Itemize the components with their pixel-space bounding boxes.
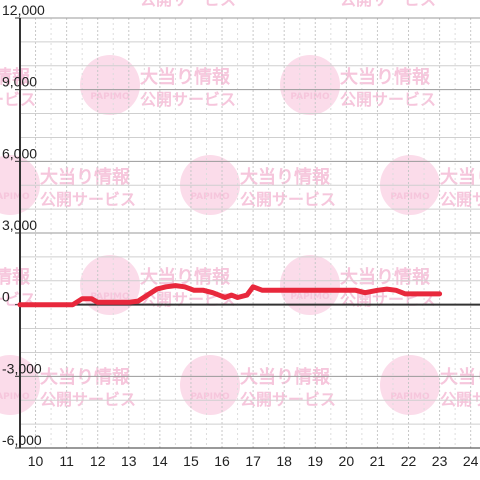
watermark-logo: PAPIMO (280, 55, 340, 115)
x-tick-label: 24 (463, 453, 479, 469)
watermark-logo: PAPIMO (180, 355, 240, 415)
watermark-text: 公開サービス (440, 390, 480, 409)
watermark-text: 大当り情報 (340, 266, 431, 288)
svg-text:PAPIMO: PAPIMO (290, 92, 330, 102)
watermark-text: 公開サービス (40, 190, 136, 209)
watermark-text: 公開サービス (240, 190, 336, 209)
x-tick-label: 15 (183, 453, 199, 469)
svg-text:PAPIMO: PAPIMO (190, 392, 230, 402)
x-tick-label: 17 (245, 453, 261, 469)
y-tick-label: -3,000 (2, 360, 42, 376)
watermark-text: 大当り情報 (0, 266, 31, 288)
svg-text:PAPIMO: PAPIMO (90, 292, 130, 302)
series-line (17, 283, 443, 308)
watermark-text: 公開サービス (140, 90, 236, 109)
x-tick-label: 16 (214, 453, 230, 469)
watermark-text: 公開サービス (140, 0, 236, 9)
watermark-text: 大当り情報 (0, 66, 31, 88)
x-tick-label: 14 (152, 453, 168, 469)
x-tick-label: 19 (307, 453, 323, 469)
watermark-text: 大当り情報 (440, 366, 480, 388)
watermark-text: 大当り情報 (140, 266, 231, 288)
x-tick-label: 20 (339, 453, 355, 469)
watermark-logo: PAPIMO (80, 55, 140, 115)
svg-text:PAPIMO: PAPIMO (390, 192, 430, 202)
watermark-logo: PAPIMO (380, 355, 440, 415)
watermark-text: 公開サービス (440, 190, 480, 209)
y-tick-label: 12,000 (2, 2, 45, 18)
watermark-text: 大当り情報 (440, 166, 480, 188)
y-tick-label: 0 (2, 289, 10, 305)
x-tick-label: 22 (401, 453, 417, 469)
x-tick-label: 13 (121, 453, 137, 469)
svg-text:PAPIMO: PAPIMO (0, 392, 30, 402)
watermark-text: 公開サービス (340, 0, 436, 9)
svg-text:PAPIMO: PAPIMO (390, 392, 430, 402)
x-tick-label: 18 (276, 453, 292, 469)
y-tick-label: 6,000 (2, 145, 37, 161)
watermark-logo: PAPIMO (80, 255, 140, 315)
tick-labels: 12,000 9,000 6,000 3,000 0 -3,000 -6,000 10 11 12… (2, 2, 479, 469)
watermark-text: 大当り情報 (240, 366, 331, 388)
watermark-text: 公開サービス (40, 390, 136, 409)
svg-text:PAPIMO: PAPIMO (190, 192, 230, 202)
x-tick-label: 21 (370, 453, 386, 469)
y-tick-label: -6,000 (2, 432, 42, 448)
y-tick-label: 9,000 (2, 74, 37, 90)
watermark-logo: PAPIMO (280, 255, 340, 315)
x-tick-label: 12 (90, 453, 106, 469)
x-tick-label: 23 (432, 453, 448, 469)
svg-text:PAPIMO: PAPIMO (90, 92, 130, 102)
series-layer (17, 283, 443, 308)
watermark-text: 公開サービス (240, 390, 336, 409)
svg-text:PAPIMO: PAPIMO (0, 192, 30, 202)
x-tick-label: 10 (28, 453, 44, 469)
watermark-text: 大当り情報 (340, 66, 431, 88)
axes (15, 17, 480, 449)
watermark-text: 公開サービス (340, 90, 436, 109)
svg-text:PAPIMO: PAPIMO (290, 292, 330, 302)
x-tick-label: 11 (59, 453, 74, 469)
watermark-text: 大当り情報 (40, 166, 131, 188)
watermark-text: 大当り情報 (240, 166, 331, 188)
watermark-text: 公開サービス (0, 90, 36, 109)
watermark-text: 大当り情報 (140, 66, 231, 88)
y-tick-label: 3,000 (2, 217, 37, 233)
watermark-text: 大当り情報 (40, 366, 131, 388)
